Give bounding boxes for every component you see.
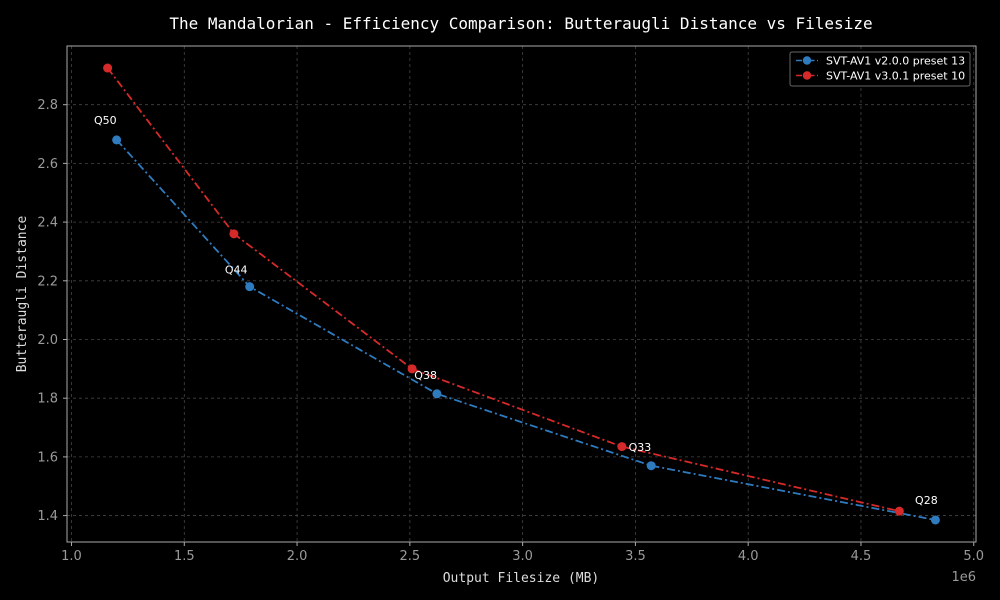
legend-label: SVT-AV1 v3.0.1 preset 10: [826, 70, 965, 83]
x-tick-label: 3.5: [625, 549, 646, 564]
data-point: [112, 135, 122, 145]
series-line: [115, 139, 936, 521]
series-layer: [103, 63, 940, 525]
y-tick-label: 2.6: [37, 157, 58, 172]
series-2: [103, 63, 904, 516]
y-tick-label: 2.2: [37, 274, 58, 289]
data-point: [407, 364, 417, 374]
x-axis-offset-label: 1e6: [951, 570, 976, 585]
y-tick-label: 1.6: [37, 450, 58, 465]
data-point: [432, 389, 442, 399]
data-point: [930, 515, 940, 525]
legend-box: [789, 51, 971, 87]
chart-title: The Mandalorian - Efficiency Comparison:…: [169, 14, 872, 33]
axis-ticks: 1.0 1.5 2.0 2.5 3.0 3.5 4.0 4.5 5.0 1.4 1.6 1.8 2.0 2…: [37, 98, 984, 564]
y-tick-label: 1.8: [37, 392, 58, 407]
legend-entry: SVT-AV1 v3.0.1 preset 10: [796, 70, 965, 83]
y-tick-label: 1.4: [37, 509, 58, 524]
legend-label: SVT-AV1 v2.0.0 preset 13: [826, 55, 965, 68]
point-annotation: Q38: [414, 369, 437, 382]
x-tick-label: 3.0: [512, 549, 533, 564]
data-point: [617, 442, 627, 452]
legend: SVT-AV1 v2.0.0 preset 13 SVT-AV1 v3.0.1 …: [789, 51, 971, 87]
y-tick-label: 2.4: [37, 216, 58, 231]
plot-frame: [66, 45, 977, 543]
x-tick-label: 5.0: [963, 549, 984, 564]
y-tick-label: 2.0: [37, 333, 58, 348]
legend-marker: [802, 56, 812, 65]
point-annotation: Q50: [94, 114, 117, 127]
grid: [67, 46, 976, 542]
x-tick-label: 1.5: [174, 549, 195, 564]
y-tick-label: 2.8: [37, 98, 58, 113]
x-tick-label: 4.0: [738, 549, 759, 564]
point-annotation: Q44: [225, 263, 248, 276]
x-tick-label: 1.0: [61, 549, 82, 564]
x-tick-label: 2.5: [400, 549, 421, 564]
series-1: [112, 135, 940, 525]
x-tick-label: 4.5: [851, 549, 872, 564]
data-point: [103, 63, 113, 73]
y-axis-label: Butteraugli Distance: [15, 216, 30, 373]
x-axis-label: Output Filesize (MB): [443, 571, 600, 586]
x-tick-label: 2.0: [287, 549, 308, 564]
point-annotation: Q33: [629, 441, 652, 454]
data-point: [229, 229, 239, 239]
data-point: [894, 506, 904, 516]
point-annotation: Q28: [915, 494, 938, 507]
legend-entry: SVT-AV1 v2.0.0 preset 13: [796, 55, 965, 68]
annotation-layer: Q50 Q44 Q38 Q33 Q28: [94, 114, 938, 507]
data-point: [646, 461, 656, 471]
data-point: [245, 282, 255, 292]
legend-marker: [802, 71, 812, 80]
